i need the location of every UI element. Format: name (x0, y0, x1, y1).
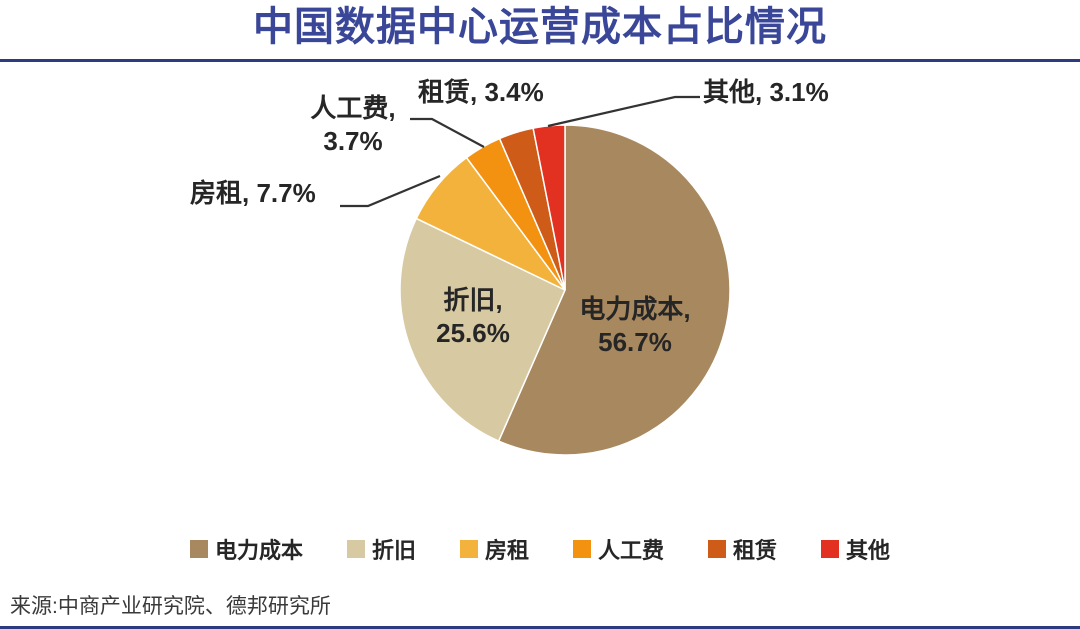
legend-item-qita: 其他 (821, 533, 890, 565)
legend-swatch-zulin (708, 540, 727, 558)
legend-label-dianli-chengben: 电力成本 (214, 538, 303, 563)
pie-slices (399, 124, 731, 456)
label-rengongfei: 人工费, 3.7% (310, 93, 396, 157)
label-qita: 其他, 3.1% (703, 77, 829, 107)
legend-item-rengongfei: 人工费 (573, 533, 664, 565)
legend-swatch-rengongfei (573, 540, 591, 558)
legend-label-fangzu: 房租 (484, 538, 529, 563)
leader-line-fangzu (340, 174, 441, 208)
leader-line-qita (547, 95, 700, 128)
label-zulin: 租赁, 3.4% (418, 77, 544, 107)
pie-slice-0 (497, 124, 731, 456)
legend-label-rengongfei: 人工费 (598, 538, 665, 563)
legend: 电力成本 折旧 房租 人工费 租赁 其他 (0, 533, 1080, 565)
pie-slice-1 (399, 217, 566, 443)
source-note: 来源:中商产业研究院、德邦研究所 (10, 595, 331, 618)
legend-swatch-dianli-chengben (189, 540, 208, 558)
pie-chart (340, 95, 731, 456)
legend-item-fangzu: 房租 (459, 533, 529, 565)
legend-swatch-qita (821, 540, 840, 558)
legend-item-zulin: 租赁 (708, 533, 777, 565)
legend-label-zulin: 租赁 (733, 538, 778, 563)
leader-line-rengongfei (410, 117, 485, 148)
title-divider-line (0, 59, 1080, 62)
legend-label-qita: 其他 (846, 538, 891, 563)
legend-swatch-fangzu (459, 540, 478, 558)
bottom-border-line (0, 626, 1080, 629)
legend-item-dianli-chengben: 电力成本 (189, 533, 303, 565)
label-fangzu: 房租, 7.7% (190, 178, 316, 208)
legend-label-zhejiu: 折旧 (371, 538, 416, 563)
legend-swatch-zhejiu (346, 540, 365, 558)
label-zhejiu: 折旧, 25.6% (436, 285, 510, 349)
legend-item-zhejiu: 折旧 (346, 533, 416, 565)
chart-title: 中国数据中心运营成本占比情况 (253, 5, 827, 49)
label-dianli-chengben: 电力成本, 56.7% (579, 294, 691, 358)
